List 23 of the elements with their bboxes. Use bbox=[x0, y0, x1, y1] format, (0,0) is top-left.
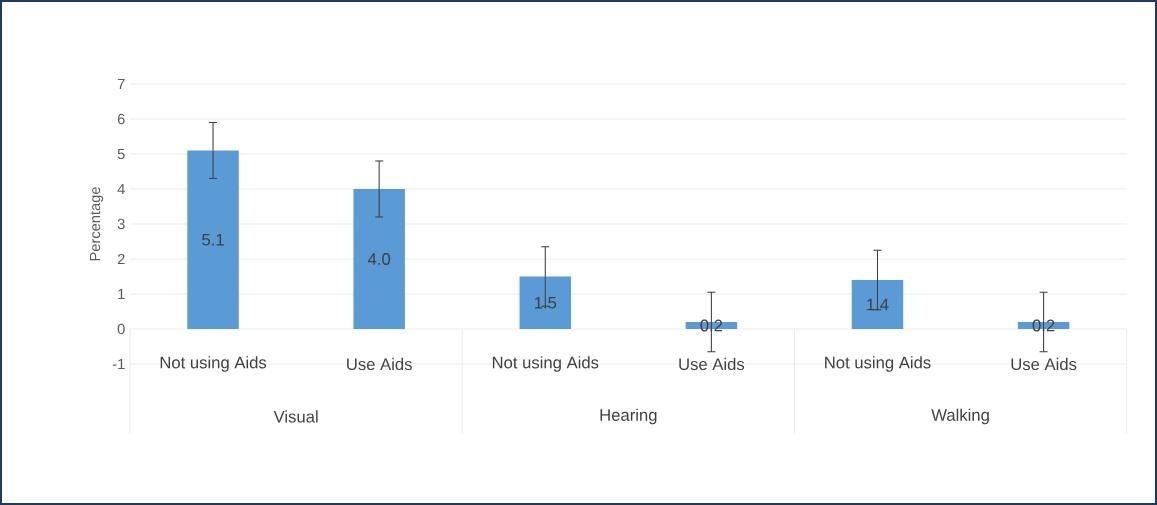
bar bbox=[187, 150, 239, 329]
y-tick-label: 5 bbox=[117, 148, 125, 160]
y-tick-label: 3 bbox=[117, 218, 125, 230]
y-tick-label: 4 bbox=[117, 183, 125, 195]
data-label: 4.0 bbox=[367, 253, 391, 265]
y-tick-label: 1 bbox=[118, 288, 125, 300]
x-tick-label: Not using Aids bbox=[492, 356, 599, 372]
data-label: 5.1 bbox=[202, 233, 224, 246]
y-axis-title: Percentage bbox=[89, 187, 104, 261]
y-tick-label: 6 bbox=[117, 113, 125, 125]
bar bbox=[353, 188, 405, 329]
text: Hearing bbox=[600, 408, 657, 425]
text: Visual bbox=[273, 410, 318, 423]
y-tick-label: 2 bbox=[117, 253, 125, 265]
y-tick-label: 7 bbox=[117, 78, 125, 90]
x-tick-label: Use Aids bbox=[679, 357, 745, 371]
x-tick-label: Use Aids bbox=[1011, 357, 1077, 371]
x-tick-label: Not using Aids bbox=[825, 356, 931, 372]
text: Walking bbox=[931, 408, 989, 425]
y-tick-label: 0 bbox=[117, 323, 125, 335]
x-tick-label: Not using Aids bbox=[160, 356, 267, 372]
y-tick-label: -1 bbox=[112, 358, 125, 370]
x-tick-label: Use Aids bbox=[347, 357, 412, 371]
